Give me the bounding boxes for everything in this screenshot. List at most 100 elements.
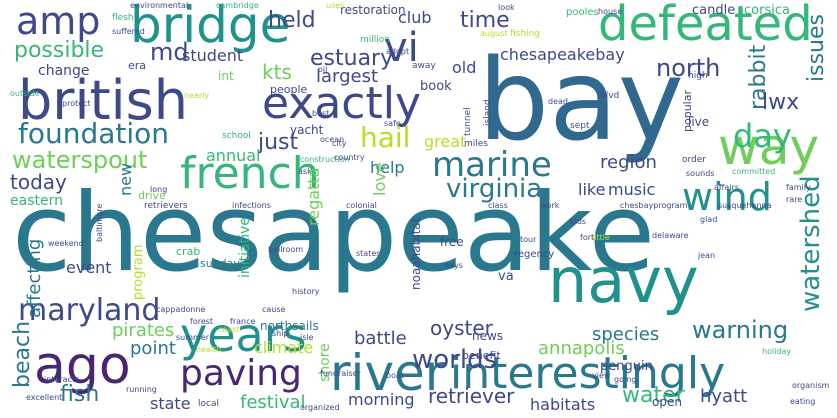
word-local: local bbox=[198, 399, 219, 409]
word-construction: construction bbox=[300, 155, 350, 164]
word-estuary: estuary bbox=[310, 46, 394, 71]
word-noaahabitat: noaahabitat bbox=[409, 217, 423, 290]
word-initiative: initiative bbox=[237, 217, 253, 278]
word-ocean: ocean bbox=[320, 135, 345, 144]
word-nearly: nearly bbox=[184, 91, 210, 100]
word-suffered: suffered bbox=[112, 27, 145, 36]
word-best: best bbox=[312, 109, 330, 118]
word-chesapeake: chesapeake bbox=[12, 171, 656, 296]
word-chesapeakebay: chesapeakebay bbox=[500, 45, 625, 64]
word-excellent: excellent bbox=[26, 393, 63, 402]
word-eastern: eastern bbox=[10, 193, 63, 209]
word-river: river bbox=[330, 344, 446, 402]
word-running: running bbox=[126, 385, 157, 394]
word-book: book bbox=[420, 79, 452, 94]
word-dead: dead bbox=[548, 97, 568, 106]
word-climate: climate bbox=[254, 338, 314, 357]
word-environmental: environmental bbox=[130, 1, 189, 10]
word-high: high bbox=[688, 71, 708, 81]
word-candle: candle bbox=[692, 3, 736, 18]
word-hyatt: hyatt bbox=[700, 386, 748, 407]
word-isle: isle bbox=[300, 333, 314, 342]
word-bridge: bridge bbox=[130, 0, 291, 54]
word-worlds: worlds bbox=[412, 345, 498, 375]
word-maryland: maryland bbox=[18, 293, 161, 328]
word-baltimore: baltimore bbox=[95, 203, 104, 242]
word-md: md bbox=[150, 38, 189, 66]
word-pirates: pirates bbox=[112, 320, 175, 341]
word-order: order bbox=[682, 155, 706, 165]
word-history: history bbox=[292, 287, 320, 296]
word-committed: committed bbox=[732, 167, 776, 176]
word-fishing: fishing bbox=[510, 29, 540, 39]
word-time: time bbox=[460, 8, 510, 33]
word-interestingly: interestingly bbox=[450, 348, 726, 399]
word-kids: kids bbox=[570, 217, 587, 226]
word-cambridge: cambridge bbox=[216, 1, 259, 10]
word-habitats: habitats bbox=[530, 395, 596, 414]
word-largest: largest bbox=[316, 66, 379, 87]
word-tunnel: tunnel bbox=[463, 107, 473, 136]
word-vi: vi bbox=[384, 25, 419, 71]
word-look: look bbox=[498, 3, 515, 12]
word-weekend: weekend bbox=[48, 239, 84, 248]
word-issues: issues bbox=[804, 14, 829, 82]
word-water: water bbox=[622, 383, 685, 408]
word-british: british bbox=[18, 69, 189, 132]
word-amp: amp bbox=[16, 0, 101, 43]
word-safe: safe bbox=[384, 119, 401, 128]
word-battle: battle bbox=[354, 328, 407, 349]
word-bay: bay bbox=[478, 36, 685, 166]
word-benefit: benefit bbox=[462, 349, 501, 362]
word-flesh: flesh bbox=[112, 13, 134, 23]
word-help: help bbox=[370, 158, 405, 177]
word-waterspout: waterspout bbox=[12, 146, 148, 174]
word-sept: sept bbox=[570, 121, 590, 131]
word-ship: ship bbox=[272, 329, 289, 338]
word-foundation: foundation bbox=[18, 117, 170, 150]
word-marine: marine bbox=[432, 145, 552, 185]
word-little: little bbox=[592, 233, 610, 242]
word-house: house bbox=[598, 7, 623, 16]
word-restoration: restoration bbox=[340, 3, 406, 17]
word-defeated: defeated bbox=[598, 0, 813, 52]
word-like: like bbox=[578, 180, 606, 199]
word-oil: oil bbox=[318, 65, 328, 74]
word-view: view bbox=[592, 371, 611, 380]
word-day: day bbox=[733, 117, 792, 155]
word-crab: crab bbox=[176, 245, 201, 258]
word-away: away bbox=[412, 61, 436, 71]
word-states: states bbox=[356, 249, 381, 258]
word-kts: kts bbox=[262, 60, 292, 84]
word-regatta: regatta bbox=[304, 167, 323, 226]
word-wind: wind bbox=[682, 175, 772, 219]
word-yacht: yacht bbox=[290, 123, 324, 137]
word-music: music bbox=[608, 180, 656, 199]
word-people: people bbox=[270, 83, 308, 96]
word-ago: ago bbox=[34, 336, 131, 396]
word-million: million bbox=[360, 35, 390, 45]
word-work: work bbox=[540, 201, 560, 210]
word-annual: annual bbox=[206, 146, 261, 165]
word-popular: popular bbox=[681, 90, 694, 132]
word-north: north bbox=[656, 54, 721, 82]
word-held: held bbox=[268, 8, 316, 33]
word-days: days bbox=[444, 261, 463, 270]
word-navy: navy bbox=[548, 244, 699, 317]
word-tour: tour bbox=[520, 235, 537, 244]
word-eating: eating bbox=[790, 397, 816, 406]
word-city: city bbox=[332, 139, 347, 148]
word-live: live bbox=[688, 115, 710, 129]
word-august: august bbox=[480, 29, 508, 38]
word-today: today bbox=[10, 170, 67, 194]
word-cause: cause bbox=[262, 305, 286, 314]
word-morning: morning bbox=[348, 390, 415, 409]
word-ballroom: ballroom bbox=[268, 245, 304, 254]
word-region: region bbox=[600, 152, 657, 173]
word-oyster: oyster bbox=[430, 316, 493, 340]
word-coast: coast bbox=[218, 325, 240, 334]
word-warning: warning bbox=[692, 316, 789, 344]
word-annapolis: annapolis bbox=[538, 338, 625, 359]
word-program: program bbox=[131, 244, 146, 301]
